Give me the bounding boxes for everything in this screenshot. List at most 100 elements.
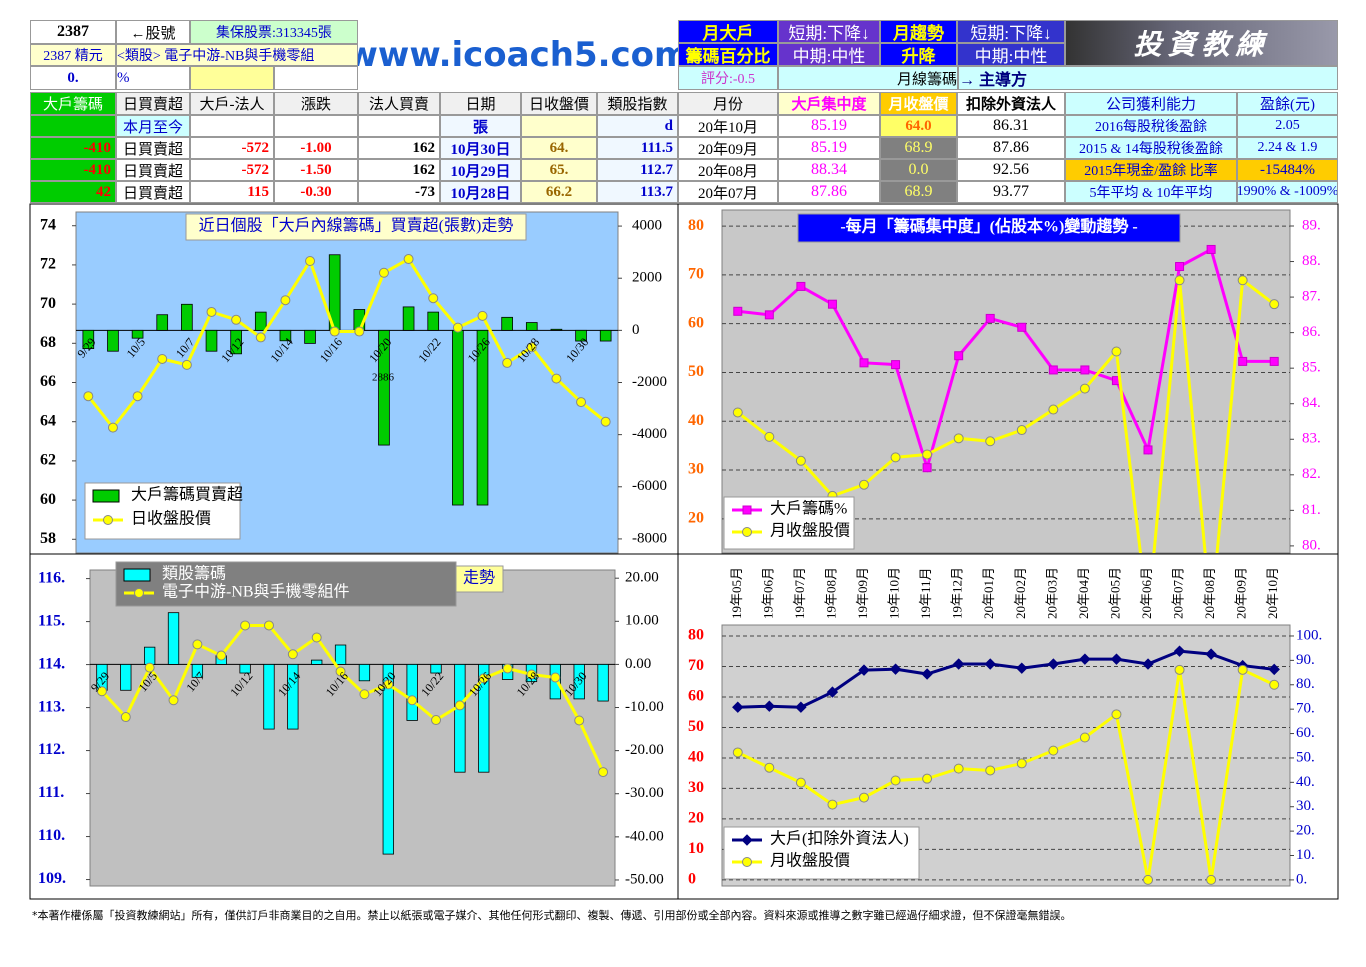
marker bbox=[1174, 664, 1185, 675]
marker bbox=[216, 650, 227, 661]
marker bbox=[733, 306, 743, 316]
legend-label: 大戶(扣除外資法人) bbox=[770, 830, 909, 848]
y-tick-label: 112. bbox=[38, 741, 65, 758]
marker bbox=[1016, 758, 1027, 769]
bar bbox=[156, 314, 169, 331]
chart: 109. 110. 111. 112. 113. 114. 115. 116. -50.00 -4… bbox=[29, 553, 679, 900]
marker bbox=[922, 449, 933, 460]
legend-box bbox=[115, 561, 457, 607]
cell: 10月28日 bbox=[440, 181, 521, 203]
x-tick-label: 19年07月 bbox=[792, 567, 807, 619]
marker bbox=[1079, 383, 1090, 394]
marker bbox=[1174, 275, 1185, 286]
cell: 月趨勢 bbox=[880, 20, 957, 43]
cell: 月份 bbox=[678, 92, 778, 115]
legend-label: 月收盤股價 bbox=[770, 522, 850, 540]
marker bbox=[1080, 365, 1090, 375]
cell: -73 bbox=[358, 181, 440, 203]
marker bbox=[742, 505, 752, 515]
y2-tick-label: 90. bbox=[1296, 652, 1315, 668]
y-tick-label: 68 bbox=[40, 334, 56, 351]
cell: -15484% bbox=[1237, 159, 1338, 181]
marker bbox=[741, 834, 753, 846]
marker bbox=[953, 763, 964, 774]
y-tick-label: 80 bbox=[688, 627, 704, 644]
cell: 大戶-法人 bbox=[190, 92, 274, 115]
cell: 20年08月 bbox=[678, 159, 778, 181]
y-tick-label: 30 bbox=[688, 779, 704, 796]
cell: 65. bbox=[521, 159, 597, 181]
y-tick-label: 10 bbox=[688, 840, 704, 857]
cell: 20年07月 bbox=[678, 181, 778, 203]
bar bbox=[573, 664, 585, 700]
marker bbox=[795, 701, 807, 713]
bar bbox=[107, 329, 119, 352]
y2-tick-label: 81. bbox=[1302, 502, 1321, 518]
x-tick-label: 20年02月 bbox=[1013, 567, 1028, 619]
bar bbox=[599, 329, 612, 342]
legend-label: 大戶籌碼買賣超 bbox=[131, 486, 243, 504]
line bbox=[737, 649, 1275, 709]
marker bbox=[181, 359, 192, 370]
x-tick-label: 20年10月 bbox=[1265, 567, 1280, 619]
x-tick-label: 19年10月 bbox=[887, 567, 902, 619]
y-tick-label: 70 bbox=[40, 295, 56, 312]
y2-tick-label: 4000 bbox=[632, 218, 662, 234]
marker bbox=[1111, 709, 1122, 720]
cell bbox=[274, 115, 358, 137]
marker bbox=[576, 397, 587, 408]
marker bbox=[1268, 663, 1280, 676]
x-tick-label: 19年05月 bbox=[729, 567, 744, 619]
y2-tick-label: 80. bbox=[1296, 676, 1315, 692]
bar bbox=[230, 329, 242, 355]
y2-tick-label: 2000 bbox=[632, 270, 662, 286]
cell: 2.24 & 1.9 bbox=[1237, 137, 1338, 159]
bar bbox=[501, 316, 513, 331]
marker bbox=[890, 775, 901, 786]
marker bbox=[1048, 745, 1059, 756]
marker bbox=[1205, 648, 1217, 660]
line bbox=[737, 247, 1275, 474]
cell: <類股> 電子中游-NB與手機零組 bbox=[116, 44, 358, 66]
marker bbox=[1142, 658, 1154, 670]
y2-tick-label: 20. bbox=[1296, 823, 1315, 839]
bar bbox=[378, 329, 390, 446]
marker bbox=[354, 326, 365, 337]
marker bbox=[502, 357, 513, 368]
marker bbox=[1173, 645, 1186, 657]
cell: 112.7 bbox=[597, 159, 678, 181]
marker bbox=[1079, 732, 1090, 743]
legend-label: 大戶籌碼% bbox=[770, 500, 847, 518]
marker bbox=[1048, 404, 1059, 415]
x-tick-label: 19年09月 bbox=[855, 567, 870, 619]
marker bbox=[953, 433, 964, 444]
marker bbox=[890, 452, 901, 463]
cell: 法人買賣 bbox=[358, 92, 440, 115]
cell: d bbox=[597, 115, 678, 137]
marker bbox=[1047, 658, 1060, 670]
chart-title: -每月「籌碼集中度」(佔股本%)變動趨勢 - bbox=[840, 217, 1137, 236]
marker bbox=[826, 686, 839, 698]
y2-tick-label: 86. bbox=[1302, 324, 1321, 340]
marker bbox=[985, 313, 995, 323]
marker bbox=[742, 857, 752, 867]
cell bbox=[358, 115, 440, 137]
chart-title: 走勢 bbox=[463, 569, 495, 587]
marker bbox=[859, 358, 869, 368]
cell: 5年平均 & 10年平均 bbox=[1065, 181, 1237, 203]
plot bbox=[76, 254, 618, 506]
marker bbox=[1269, 299, 1280, 310]
cell: 漲跌 bbox=[274, 92, 358, 115]
marker bbox=[1237, 275, 1248, 286]
y-tick-label: 116. bbox=[38, 569, 65, 586]
legend-swatch bbox=[123, 568, 151, 582]
bar bbox=[120, 664, 132, 691]
marker bbox=[764, 762, 775, 773]
cell: 1990% & -1009% bbox=[1237, 181, 1338, 203]
cell: 87.86 bbox=[957, 137, 1065, 159]
marker bbox=[795, 777, 806, 788]
y-tick-label: 20 bbox=[688, 510, 704, 527]
bar bbox=[144, 646, 156, 665]
y-tick-label: 72 bbox=[40, 256, 56, 273]
marker bbox=[454, 700, 465, 711]
